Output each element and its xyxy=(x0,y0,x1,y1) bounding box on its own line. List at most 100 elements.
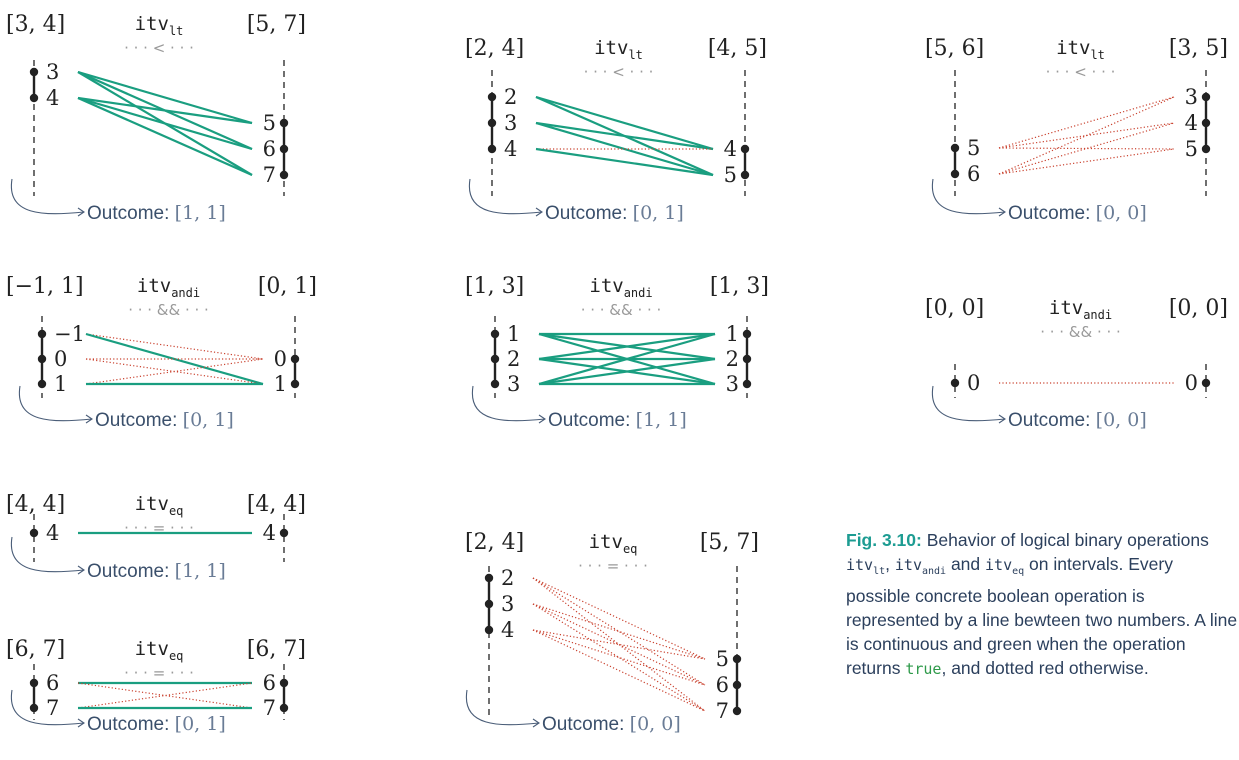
right-value-dot xyxy=(279,703,289,713)
false-connection-line xyxy=(998,96,1175,149)
outcome-arrow-head xyxy=(85,414,93,424)
panel-lt-2: [2, 4] [4, 5]itvlt· · · < · · ·234 45Outco… xyxy=(465,36,767,224)
outcome-arrow-head xyxy=(77,565,85,575)
left-value-dot xyxy=(29,528,39,538)
true-connection-line xyxy=(77,96,253,177)
outcome-arrow xyxy=(931,178,1006,215)
comparator-label: · · · = · · · xyxy=(124,519,194,537)
false-connection-line xyxy=(998,96,1175,175)
figure-label: Fig. 3.10: xyxy=(846,530,922,550)
outcome-arrow-head xyxy=(535,207,543,217)
right-value-label: 0 xyxy=(1185,371,1198,395)
comparator-label: · · · && · · · xyxy=(128,301,209,319)
left-interval-label: [−1, 1] xyxy=(6,274,84,299)
left-value-dot xyxy=(29,93,39,103)
right-value-dot xyxy=(742,379,752,389)
comparator-label: · · · < · · · xyxy=(1046,63,1116,81)
right-value-dot xyxy=(290,354,300,364)
left-value-label: 0 xyxy=(54,347,67,371)
outcome-arrow xyxy=(468,178,543,215)
left-value-dot xyxy=(29,67,39,77)
right-value-dot xyxy=(290,379,300,389)
right-value-dot xyxy=(742,354,752,364)
false-connection-line xyxy=(532,603,706,686)
connections xyxy=(998,96,1175,175)
false-connection-line xyxy=(85,358,264,385)
left-value-label: 4 xyxy=(501,618,514,642)
right-value-dot xyxy=(740,144,750,154)
right-value-label: 3 xyxy=(726,372,739,396)
right-value-label: 5 xyxy=(1185,137,1198,161)
caption-op-lt: itvlt xyxy=(846,556,886,577)
right-value-label: 5 xyxy=(716,647,729,671)
left-value-dot xyxy=(487,92,497,102)
right-value-label: 4 xyxy=(724,137,737,161)
outcome-arrow xyxy=(18,385,93,422)
operator-label: itvlt xyxy=(135,13,184,38)
left-value-dot xyxy=(950,378,960,388)
right-value-dot xyxy=(742,329,752,339)
right-value-label: 1 xyxy=(726,322,739,346)
right-interval-label: [6, 7] xyxy=(247,637,306,662)
right-value-label: 1 xyxy=(274,372,287,396)
outcome-text: Outcome: [0, 1] xyxy=(95,409,234,431)
right-value-dot xyxy=(279,144,289,154)
false-connection-line xyxy=(998,122,1175,175)
outcome-arrow-head xyxy=(998,414,1006,424)
left-value-label: 7 xyxy=(46,696,59,720)
right-value-dot xyxy=(279,118,289,128)
outcome-text: Outcome: [1, 1] xyxy=(87,202,226,224)
true-connection-line xyxy=(538,332,716,361)
left-interval-label: [3, 4] xyxy=(6,12,65,37)
left-value-dot xyxy=(29,703,39,713)
false-connection-line xyxy=(77,682,253,709)
operator-label: itvandi xyxy=(589,275,652,300)
right-value-label: 6 xyxy=(263,137,276,161)
left-value-dot xyxy=(950,143,960,153)
left-interval-label: [1, 3] xyxy=(465,274,524,299)
right-interval-label: [0, 1] xyxy=(258,274,317,299)
left-value-dot xyxy=(487,144,497,154)
left-value-label: 3 xyxy=(507,372,520,396)
left-value-dot xyxy=(37,329,47,339)
outcome-arrow-head xyxy=(77,718,85,728)
right-interval-label: [1, 3] xyxy=(710,274,769,299)
operator-label: itveq xyxy=(589,531,638,556)
panel-andi-2: [1, 3] [1, 3]itvandi· · · && · · ·123123O… xyxy=(465,274,769,431)
left-value-label: 3 xyxy=(46,60,59,84)
caption-sep-1: , xyxy=(885,554,891,574)
comparator-label: · · · < · · · xyxy=(584,63,654,81)
operator-label: itveq xyxy=(135,638,184,663)
right-value-dot xyxy=(279,528,289,538)
outcome-arrow xyxy=(10,536,85,573)
outcome-text: Outcome: [0, 0] xyxy=(542,713,681,735)
operator-label: itvlt xyxy=(1056,37,1105,62)
connections xyxy=(85,332,264,386)
left-value-label: 0 xyxy=(967,371,980,395)
right-interval-label: [4, 4] xyxy=(247,492,306,517)
outcome-text: Outcome: [0, 0] xyxy=(1008,202,1147,224)
true-connection-line xyxy=(77,70,253,125)
right-value-label: 4 xyxy=(263,521,276,545)
left-value-dot xyxy=(37,379,47,389)
left-value-label: 2 xyxy=(504,85,517,109)
false-connection-line xyxy=(532,577,706,712)
right-value-label: 2 xyxy=(726,347,739,371)
right-value-label: 7 xyxy=(716,699,729,723)
right-value-label: 5 xyxy=(724,163,737,187)
left-value-label: 4 xyxy=(46,86,59,110)
false-connection-line xyxy=(532,629,706,660)
outcome-text: Outcome: [1, 1] xyxy=(548,409,687,431)
left-interval-label: [2, 4] xyxy=(465,530,524,555)
right-value-label: 0 xyxy=(274,347,287,371)
caption-text-3: , and dotted red otherwise. xyxy=(941,658,1149,678)
false-connection-line xyxy=(532,577,706,686)
operator-label: itvlt xyxy=(594,37,643,62)
right-value-dot xyxy=(279,170,289,180)
left-value-label: 3 xyxy=(504,111,517,135)
outcome-arrow-head xyxy=(77,207,85,217)
left-value-label: −1 xyxy=(54,322,85,346)
left-value-label: 3 xyxy=(501,592,514,616)
outcome-arrow xyxy=(931,385,1006,422)
left-interval-label: [5, 6] xyxy=(925,36,984,61)
